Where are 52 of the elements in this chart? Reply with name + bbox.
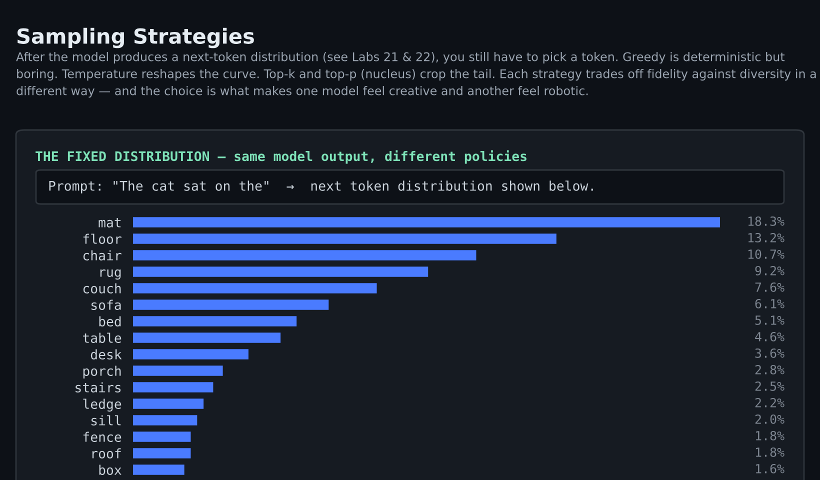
- y-tick-label: roof: [92, 448, 121, 458]
- bar: [133, 217, 720, 228]
- data-label: 2.2%: [755, 398, 784, 408]
- bar: [133, 250, 476, 260]
- data-label: 1.6%: [756, 464, 784, 474]
- bar: [133, 283, 377, 294]
- y-tick-label: ledge: [83, 398, 122, 412]
- data-label: 1.8%: [756, 447, 784, 457]
- data-label: 3.6%: [755, 348, 784, 358]
- data-label: 7.6%: [755, 282, 784, 292]
- bar: [133, 382, 214, 392]
- y-tick-label: fence: [83, 432, 122, 442]
- y-tick-label: box: [99, 464, 122, 475]
- data-label: 2.5%: [755, 381, 784, 391]
- y-tick-label: porch: [83, 366, 121, 379]
- bar: [133, 366, 223, 376]
- chart-subtitle: After the model produces a next-token distribution (see Labs 21 & 22), you still have to pick a token. Greedy is deterministic but boring. Temperature reshapes the curve. Top-k and top-p (nucleus) crop the tail. Each strategy trades off fidelity against diversity in a different way — and the choice is what makes one model feel creative and another feel robotic.: [16, 52, 816, 98]
- data-label: 10.7%: [748, 249, 784, 259]
- data-label: 9.2%: [755, 266, 784, 276]
- y-tick-label: stairs: [76, 382, 121, 392]
- y-tick-label: sill: [91, 415, 121, 426]
- bar: [133, 349, 248, 360]
- data-label: 13.2%: [748, 232, 784, 242]
- y-tick-label: floor: [83, 234, 122, 244]
- bar: [133, 398, 204, 409]
- y-tick-label: table: [83, 332, 122, 343]
- bar: [133, 332, 281, 343]
- data-label: 18.3%: [748, 216, 784, 226]
- data-label: 1.8%: [756, 430, 784, 440]
- bar: [133, 432, 191, 442]
- bar: [133, 234, 556, 244]
- y-tick-label: bed: [99, 316, 121, 326]
- bar: [133, 415, 198, 426]
- text: THE FIXED DISTRIBUTION — same model output, different policies: [36, 150, 526, 164]
- y-tick-label: desk: [90, 349, 122, 360]
- bar: [133, 266, 428, 277]
- y-tick-label: rug: [100, 269, 121, 280]
- text: Prompt: "The cat sat on the" → next token distribution shown below.: [49, 180, 593, 194]
- y-tick-label: couch: [83, 283, 121, 294]
- chart-title: Sampling Strategies: [17, 28, 254, 48]
- data-label: 2.8%: [755, 364, 784, 374]
- data-label: 6.1%: [755, 298, 784, 308]
- data-label: 2.0%: [755, 414, 784, 424]
- bar: [133, 316, 297, 326]
- y-tick-label: chair: [83, 250, 122, 260]
- y-tick-label: sofa: [91, 300, 121, 310]
- data-label: 5.1%: [755, 316, 784, 325]
- bar: [133, 300, 329, 310]
- bar: [133, 448, 191, 458]
- y-tick-label: mat: [98, 218, 121, 228]
- bar: [133, 464, 184, 475]
- data-label: 4.6%: [755, 332, 784, 342]
